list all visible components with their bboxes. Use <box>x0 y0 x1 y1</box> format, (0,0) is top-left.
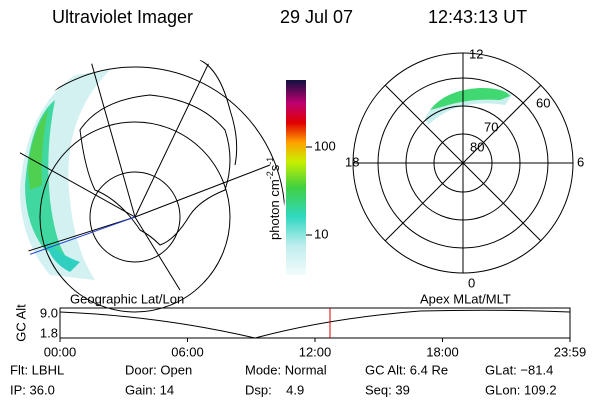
status-field: GLat: −81.4 <box>485 362 553 377</box>
status-field: IP: 36.0 <box>10 382 55 397</box>
mlt-label: 18 <box>345 154 359 169</box>
mlt-label: 0 <box>468 275 475 290</box>
geographic-image <box>15 50 285 330</box>
mlt-label: 12 <box>469 46 483 61</box>
colorbar-tick-label: 10 <box>314 226 328 241</box>
timeline-right-title: Apex MLat/MLT <box>420 291 511 306</box>
ring-label: 70 <box>484 119 498 134</box>
status-field: GC Alt: 6.4 Re <box>365 362 448 377</box>
timeline-x-label: 23:59 <box>554 344 587 359</box>
status-field: Gain: 14 <box>125 382 174 397</box>
date: 29 Jul 07 <box>280 7 353 27</box>
timeline-x-label: 18:00 <box>426 344 459 359</box>
timeline-left-title: Geographic Lat/Lon <box>70 291 184 306</box>
status-field: Mode: Normal <box>245 362 327 377</box>
ring-label: 60 <box>536 95 550 110</box>
timeline-x-label: 06:00 <box>171 344 204 359</box>
status-field: Flt: LBHL <box>10 362 64 377</box>
timeline-x-label: 00:00 <box>44 344 77 359</box>
mlt-label: 6 <box>577 154 584 169</box>
timeline-y-label: GC Alt <box>13 304 28 342</box>
polar-plot <box>352 52 574 274</box>
colorbar-label: photon cm-2s-1 <box>265 157 282 240</box>
timeline-y-tick: 9.0 <box>40 305 58 320</box>
colorbar <box>286 80 306 275</box>
colorbar-tick-label: 100 <box>314 138 336 153</box>
altitude-curve <box>59 309 571 339</box>
instrument-title: Ultraviolet Imager <box>52 7 193 27</box>
status-field: Door: Open <box>125 362 192 377</box>
ring-label: 80 <box>470 139 484 154</box>
time: 12:43:13 UT <box>428 7 527 27</box>
status-field: Dsp: 4.9 <box>245 382 304 397</box>
status-field: Seq: 39 <box>365 382 410 397</box>
timeline-y-tick: 1.8 <box>40 325 58 340</box>
timeline-x-label: 12:00 <box>299 344 332 359</box>
status-field: GLon: 109.2 <box>485 382 557 397</box>
